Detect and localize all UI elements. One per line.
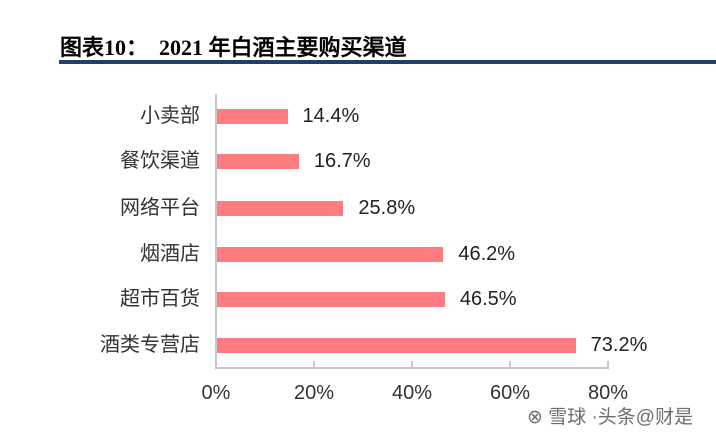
x-tick	[607, 361, 609, 368]
x-tick-label: 20%	[293, 382, 335, 404]
watermark: ⊗ 雪球 ·头条@财是	[527, 407, 694, 428]
value-label: 46.2%	[458, 243, 516, 265]
bar	[217, 201, 344, 216]
title-underline	[59, 60, 716, 64]
x-axis-line	[215, 367, 609, 369]
x-tick-label: 0%	[201, 382, 231, 404]
figure-title: 图表10： 2021 年白酒主要购买渠道	[60, 35, 407, 60]
bar	[217, 338, 576, 353]
value-label: 14.4%	[302, 105, 360, 127]
category-label: 超市百货	[120, 288, 200, 310]
bar	[217, 247, 444, 262]
category-label: 小卖部	[140, 105, 200, 127]
bar	[217, 154, 299, 169]
value-label: 25.8%	[358, 197, 416, 219]
value-label: 16.7%	[313, 150, 371, 172]
x-tick-label: 40%	[391, 382, 433, 404]
x-tick-label: 60%	[489, 382, 531, 404]
bar	[217, 109, 288, 124]
value-label: 46.5%	[459, 288, 517, 310]
x-tick	[411, 361, 413, 368]
category-label: 餐饮渠道	[120, 150, 200, 172]
category-label: 烟酒店	[140, 243, 200, 265]
category-label: 网络平台	[120, 197, 200, 219]
category-label: 酒类专营店	[100, 334, 200, 356]
x-tick-label: 80%	[587, 382, 629, 404]
value-label: 73.2%	[590, 334, 648, 356]
x-tick	[313, 361, 315, 368]
y-axis-line	[215, 94, 217, 368]
bar	[217, 292, 445, 307]
x-tick	[509, 361, 511, 368]
